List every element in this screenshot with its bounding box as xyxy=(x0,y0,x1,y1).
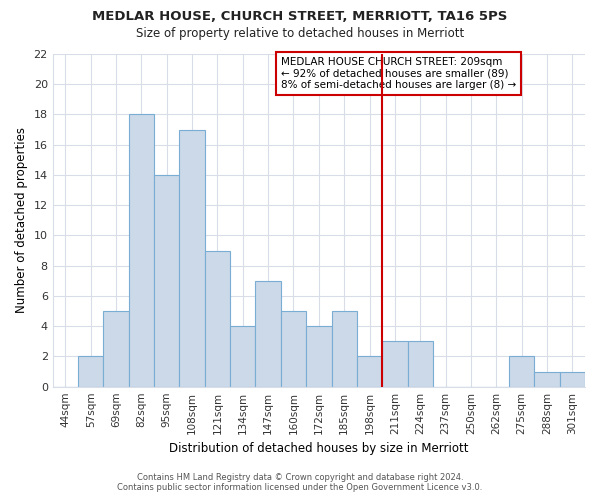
Bar xyxy=(407,342,433,386)
Bar xyxy=(129,114,154,386)
Text: Contains HM Land Registry data © Crown copyright and database right 2024.
Contai: Contains HM Land Registry data © Crown c… xyxy=(118,473,482,492)
Bar xyxy=(78,356,103,386)
Text: Size of property relative to detached houses in Merriott: Size of property relative to detached ho… xyxy=(136,28,464,40)
Text: MEDLAR HOUSE, CHURCH STREET, MERRIOTT, TA16 5PS: MEDLAR HOUSE, CHURCH STREET, MERRIOTT, T… xyxy=(92,10,508,23)
Bar xyxy=(205,250,230,386)
Y-axis label: Number of detached properties: Number of detached properties xyxy=(15,128,28,314)
Bar xyxy=(154,175,179,386)
Bar xyxy=(103,311,129,386)
Bar xyxy=(509,356,535,386)
Bar xyxy=(332,311,357,386)
Bar xyxy=(281,311,306,386)
Bar xyxy=(256,281,281,386)
X-axis label: Distribution of detached houses by size in Merriott: Distribution of detached houses by size … xyxy=(169,442,469,455)
Bar xyxy=(357,356,382,386)
Bar xyxy=(306,326,332,386)
Bar xyxy=(560,372,585,386)
Bar xyxy=(179,130,205,386)
Text: MEDLAR HOUSE CHURCH STREET: 209sqm
← 92% of detached houses are smaller (89)
8% : MEDLAR HOUSE CHURCH STREET: 209sqm ← 92%… xyxy=(281,57,516,90)
Bar xyxy=(230,326,256,386)
Bar xyxy=(535,372,560,386)
Bar xyxy=(382,342,407,386)
